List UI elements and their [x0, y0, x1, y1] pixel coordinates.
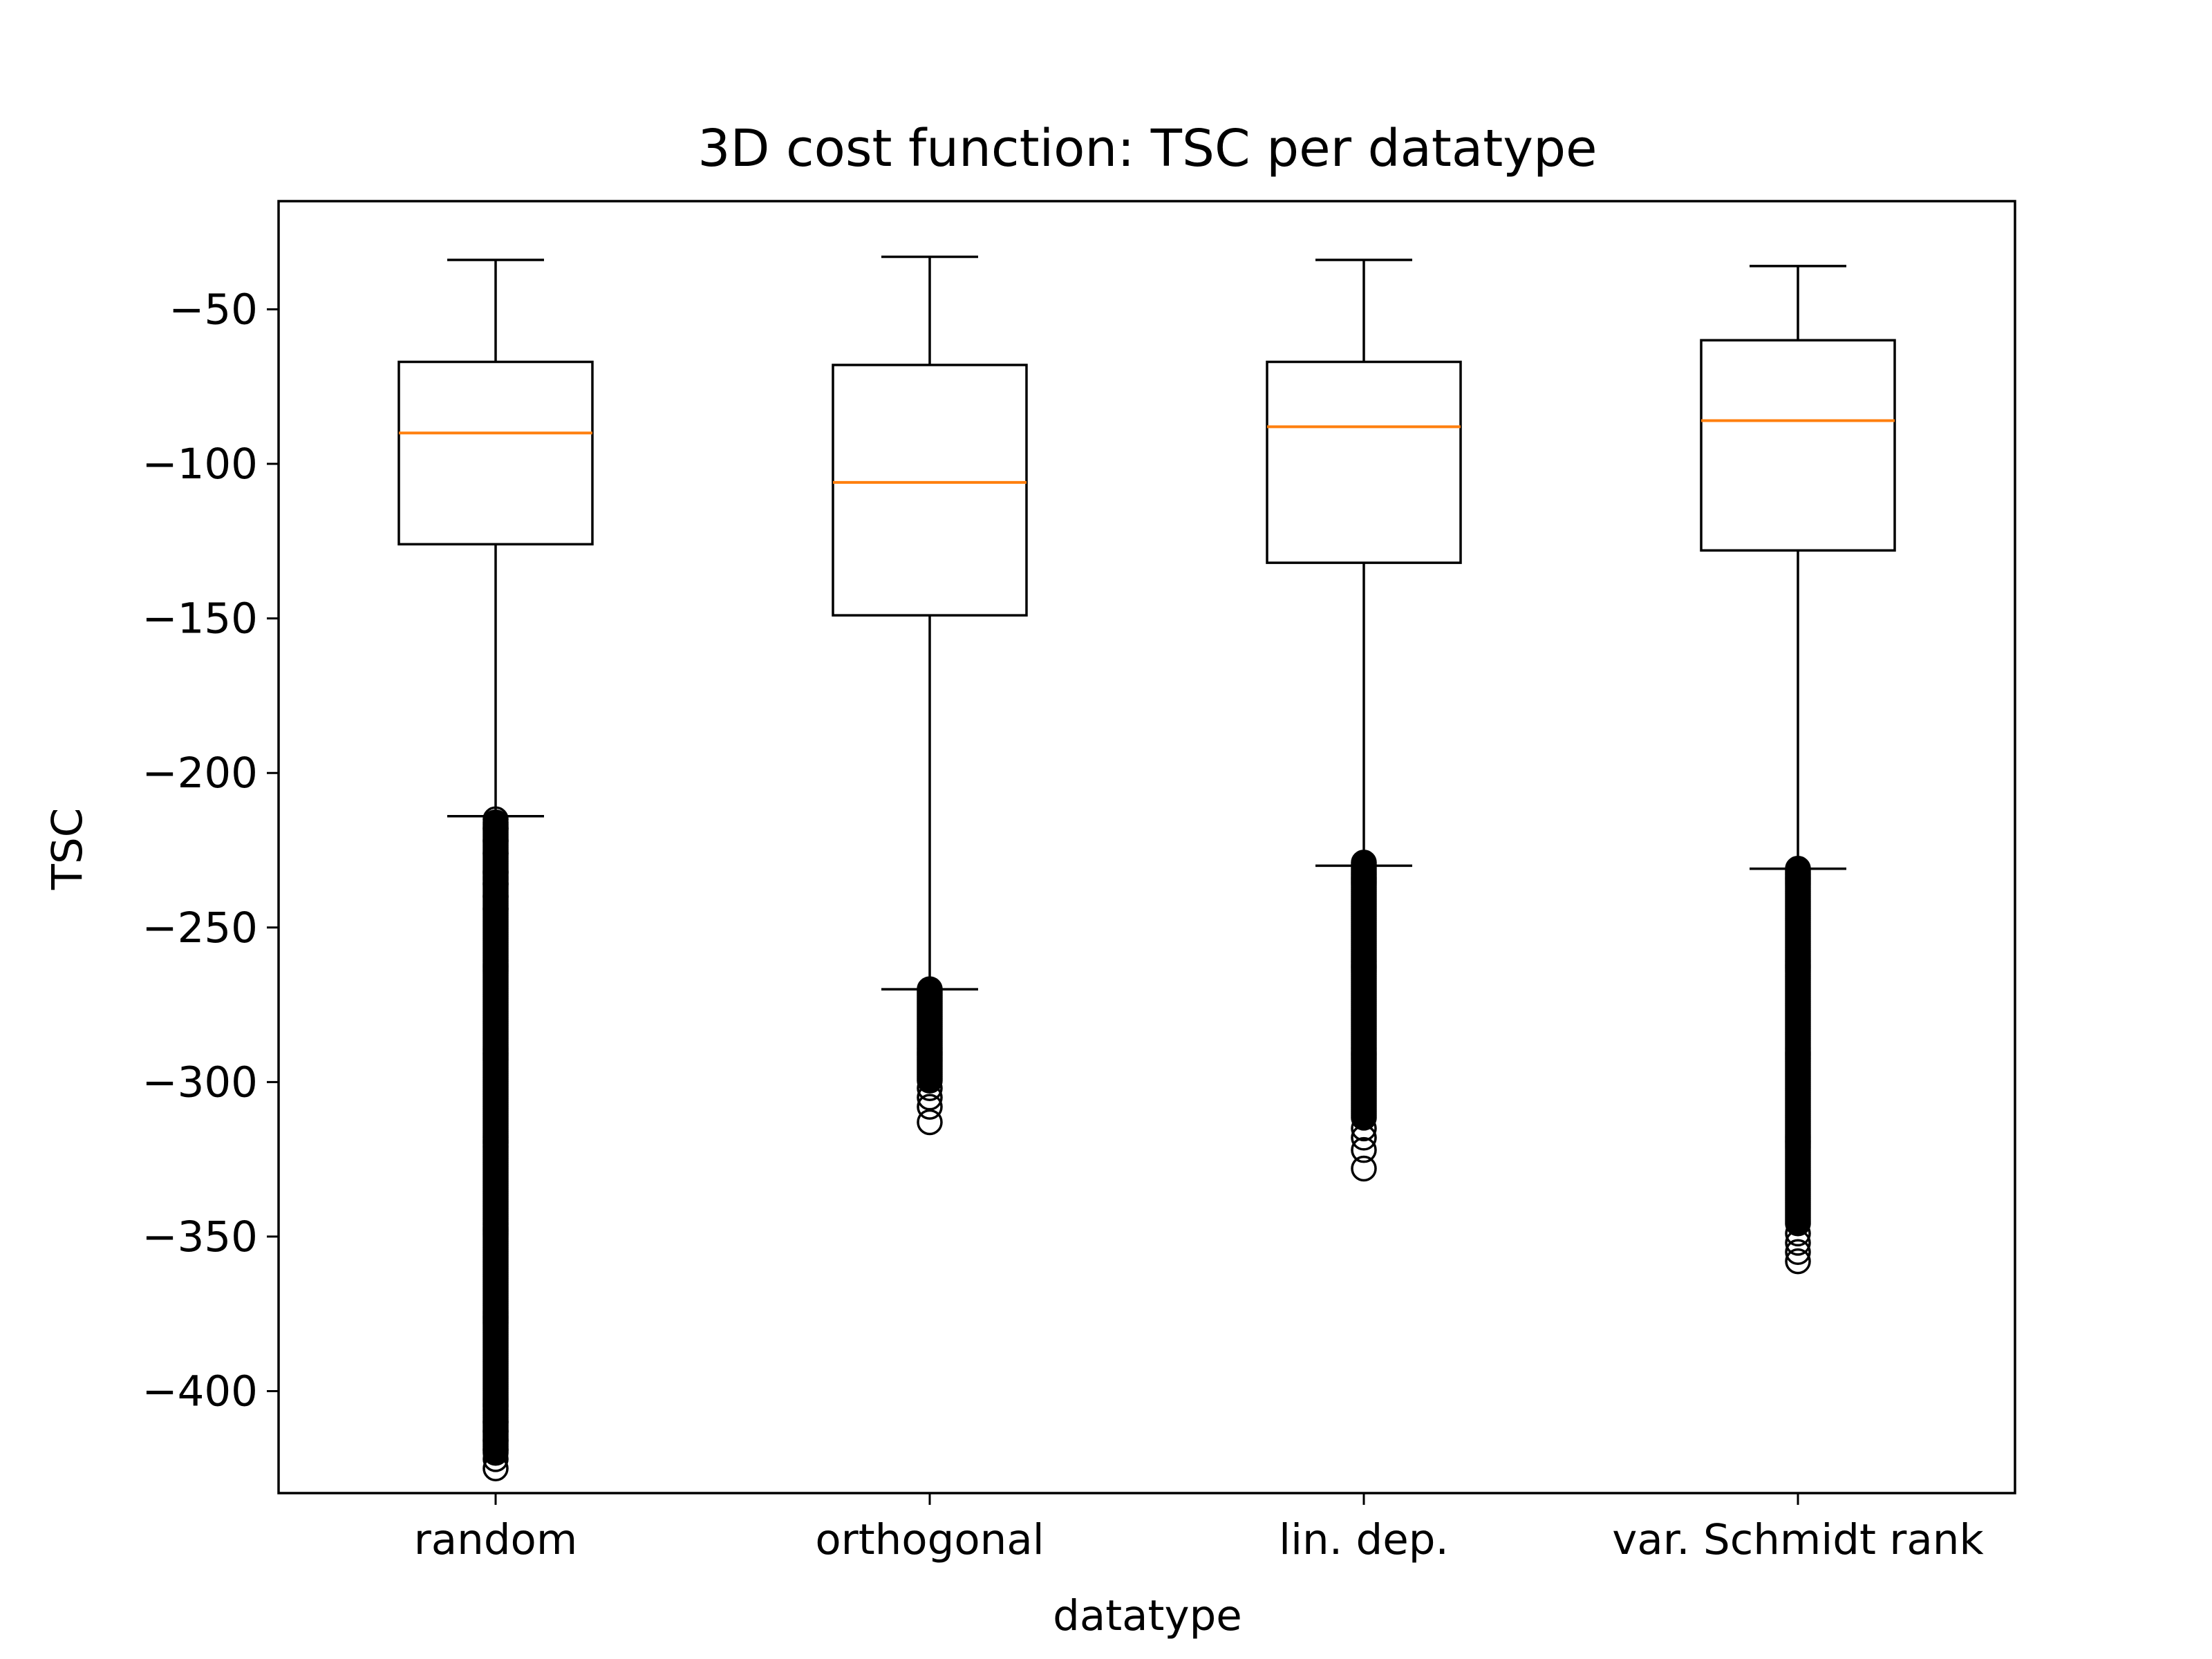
outlier-point — [482, 1455, 509, 1481]
y-tick-label: −250 — [142, 903, 258, 953]
y-tick-label: −200 — [142, 749, 258, 798]
outlier-point — [1351, 1115, 1377, 1142]
plot-frame — [277, 200, 2016, 1494]
y-tick-label: −100 — [142, 440, 258, 489]
outlier-point — [917, 1109, 943, 1136]
y-tick-label: −50 — [169, 285, 258, 334]
chart-title: 3D cost function: TSC per datatype — [697, 119, 1597, 178]
outlier-point — [1351, 1136, 1377, 1163]
plot-area — [397, 255, 1896, 1481]
x-axis-label: datatype — [1053, 1591, 1242, 1640]
outlier-point — [482, 840, 509, 867]
outlier-point — [482, 1409, 509, 1435]
outlier-point — [482, 1427, 509, 1454]
box — [1266, 360, 1462, 564]
outlier-point — [917, 1067, 943, 1094]
outlier-point — [917, 1084, 943, 1111]
box — [1700, 339, 1896, 552]
x-tick-label: lin. dep. — [1279, 1515, 1449, 1564]
outlier-point — [482, 1446, 509, 1472]
outlier-point — [482, 883, 509, 910]
outlier-point — [482, 815, 509, 842]
box-group — [397, 259, 594, 1481]
outlier-point — [1785, 1210, 1811, 1237]
y-tick-label: −400 — [142, 1367, 258, 1416]
y-tick-label: −350 — [142, 1212, 258, 1262]
outlier-point — [917, 1075, 943, 1102]
x-tick-label: orthogonal — [815, 1515, 1044, 1564]
y-axis: −50 −100 −150 −200 −250 −300 −350 −400 — [142, 285, 279, 1416]
outlier-point — [482, 827, 509, 854]
outlier-point — [1785, 1239, 1811, 1265]
box — [397, 360, 594, 546]
x-axis: random orthogonal lin. dep. var. Schmidt ra… — [414, 1493, 1984, 1564]
outlier-point — [1785, 1248, 1811, 1275]
box — [832, 364, 1028, 617]
box-group — [1266, 259, 1462, 1182]
outlier-point — [1351, 1125, 1377, 1151]
outlier-point — [1351, 1105, 1377, 1131]
outlier-point — [917, 1094, 943, 1120]
box-group — [832, 255, 1028, 1136]
box-group — [1700, 265, 1896, 1275]
y-axis-label: TSC — [43, 808, 92, 891]
outlier-point — [482, 1436, 509, 1463]
outlier-point — [1785, 1230, 1811, 1256]
x-tick-label: random — [414, 1515, 578, 1564]
outlier-point — [482, 871, 509, 897]
x-tick-label: var. Schmidt rank — [1612, 1515, 1984, 1564]
y-tick-label: −300 — [142, 1058, 258, 1107]
outlier-point — [482, 896, 509, 922]
outlier-point — [482, 1418, 509, 1445]
outlier-point — [1351, 1155, 1377, 1182]
outlier-point — [482, 859, 509, 885]
y-tick-label: −150 — [142, 594, 258, 644]
outlier-point — [482, 806, 509, 833]
outlier-point — [1785, 1220, 1811, 1247]
